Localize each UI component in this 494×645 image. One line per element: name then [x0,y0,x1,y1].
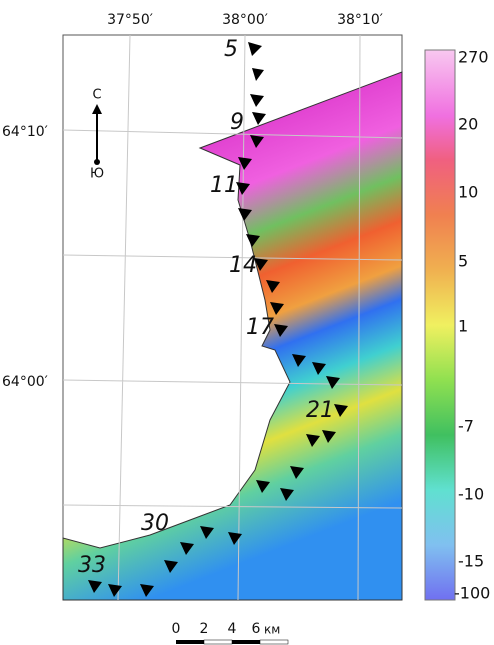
color-bar [425,50,455,600]
longitude-label: 37°50′ [107,12,153,28]
legend-label: 10 [458,183,478,202]
legend-label: 20 [458,115,478,134]
latitude-label: 64°10′ [2,124,48,140]
scale-unit: км [264,623,280,637]
station-label: 17 [246,315,274,340]
station-label: 30 [141,511,169,536]
scale-label: 4 [228,621,237,637]
scale-label: 6 [252,621,261,637]
legend-label: 1 [458,317,468,336]
map-figure: 37°50′ 38°00′ 38°10′ 64°10′ 64°00′ С Ю 5… [0,0,494,645]
legend-label: 5 [458,252,468,271]
legend-label: -10 [458,485,484,504]
legend-label: 270 [458,48,489,67]
station-label: 11 [210,173,238,198]
compass-south: Ю [90,167,104,182]
color-legend: 270 20 10 5 1 -7 -10 -15 -100 [425,48,490,603]
scale-bar: 0 2 4 6 км [172,621,288,644]
station-label: 5 [224,37,238,62]
legend-label: -100 [454,584,490,603]
station-label: 14 [229,253,257,278]
compass-north: С [92,88,101,103]
scale-label: 2 [200,621,209,637]
station-label: 33 [78,553,106,578]
station-label: 21 [306,398,334,423]
scale-label: 0 [172,621,181,637]
station-label: 9 [230,110,244,135]
longitude-label: 38°00′ [222,12,268,28]
longitude-label: 38°10′ [337,12,383,28]
latitude-label: 64°00′ [2,374,48,390]
legend-label: -7 [458,417,474,436]
legend-label: -15 [458,552,484,571]
